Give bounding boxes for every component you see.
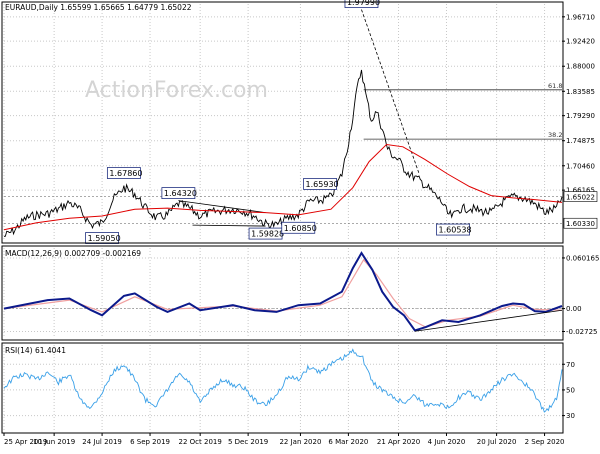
rsi-axis: 70 50 30 <box>562 361 575 420</box>
macd-axis: 0.060165 0.00 -0.02725 <box>562 254 599 336</box>
price-axis-tick-label: 1.83585 <box>566 88 595 96</box>
rsi-panel-header: RSI(14) 61.4041 <box>5 346 66 355</box>
price-axis: 1.96710 1.92420 1.88000 1.83585 1.79290 1.748… <box>562 13 598 229</box>
macd-gridlines <box>3 248 562 338</box>
macd-panel: MACD(12,26,9) 0.002709 -0.002169 0.06016… <box>1 245 599 341</box>
rsi-axis-tick-label: 70 <box>566 361 575 369</box>
macd-axis-tick-label: 0.00 <box>566 305 582 313</box>
price-annotation-box <box>281 221 316 234</box>
price-panel: ActionForex.com 61.838.2 1.678601.590501… <box>1 0 598 244</box>
macd-panel-header: MACD(12,26,9) 0.002709 -0.002169 <box>5 249 141 258</box>
price-axis-value-box <box>563 217 598 229</box>
price-annotation-label: 1.67860 <box>109 169 142 178</box>
price-axis-value-box <box>563 191 598 202</box>
price-panel-header: EURAUD,Daily 1.65599 1.65665 1.64779 1.6… <box>5 3 192 12</box>
trendlines <box>178 9 420 227</box>
level-label: 38.2 <box>548 131 562 139</box>
trendline <box>361 9 420 175</box>
price-panel-frame <box>1 1 564 244</box>
price-annotation-label: 1.60850 <box>284 224 317 233</box>
price-axis-tick-label: 1.70460 <box>566 162 595 170</box>
date-axis-tick-label: 20 Jul 2020 <box>477 438 517 446</box>
moving-average-line <box>3 143 563 231</box>
price-axis-value-label: 1.65022 <box>566 194 595 202</box>
rsi-axis-tick-label: 50 <box>566 386 575 394</box>
date-axis-tick-label: 22 Jan 2020 <box>279 438 321 446</box>
level-lines: 61.8 38.2 <box>4 82 562 224</box>
date-axis-tick-label: 6 Mar 2020 <box>328 438 368 446</box>
price-annotation-box <box>303 178 337 190</box>
macd-signal-line <box>3 258 563 328</box>
date-axis-tick-label: 24 Jul 2019 <box>82 438 122 446</box>
price-gridlines <box>3 4 562 241</box>
date-axis-tick-label: 4 Jun 2020 <box>428 438 466 446</box>
rsi-axis-tick-label: 30 <box>566 412 575 420</box>
macd-axis-tick-label: 0.060165 <box>566 254 599 262</box>
macd-series <box>3 251 563 332</box>
macd-line <box>3 251 563 332</box>
price-annotation-box <box>85 232 119 244</box>
rsi-gridlines <box>3 345 562 431</box>
price-annotation-box <box>106 167 141 179</box>
price-annotation-box <box>161 187 196 200</box>
price-axis-tick-label: 1.92420 <box>566 38 595 46</box>
price-axis-tick-label: 1.96710 <box>566 13 595 21</box>
price-annotation-box <box>436 223 470 236</box>
date-axis-tick-label: 10 Jun 2019 <box>33 438 75 446</box>
date-axis-tick-label: 21 Apr 2020 <box>377 438 420 446</box>
price-annotation-label: 1.59828 <box>251 230 284 239</box>
price-annotation-label: 1.59050 <box>88 234 121 243</box>
price-axis-tick-label: 1.66165 <box>566 187 595 195</box>
date-axis-tick-label: 25 Apr 2019 <box>4 438 47 446</box>
trendline <box>192 224 266 227</box>
date-axis-tick-label: 2 Sep 2020 <box>525 438 565 446</box>
price-axis-tick-label: 1.74875 <box>566 137 595 145</box>
rsi-panel: RSI(14) 61.4041 70 50 30 <box>1 342 575 434</box>
macd-trendline <box>414 309 563 332</box>
date-axis-tick-label: 22 Oct 2019 <box>179 438 222 446</box>
level-label: 61.8 <box>548 82 562 90</box>
price-axis-tick-label: 1.79290 <box>566 112 595 120</box>
price-annotation-label: 1.64320 <box>164 189 197 198</box>
price-axis-value-label: 1.60330 <box>566 220 595 228</box>
watermark-text: ActionForex.com <box>85 78 268 103</box>
rsi-line <box>3 348 563 413</box>
rsi-series <box>3 348 563 413</box>
date-axis-tick-label: 5 Dec 2019 <box>228 438 268 446</box>
rsi-panel-frame <box>1 342 564 434</box>
macd-axis-tick-label: -0.02725 <box>566 328 597 336</box>
price-axis-tick-label: 1.88000 <box>566 63 595 71</box>
date-axis-tick-label: 6 Sep 2019 <box>130 438 170 446</box>
price-annotation-label: 1.65930 <box>306 180 339 189</box>
price-annotation-label: 1.60538 <box>439 226 472 235</box>
macd-panel-frame <box>1 245 564 341</box>
price-annotation-label: 1.97990 <box>347 0 380 7</box>
